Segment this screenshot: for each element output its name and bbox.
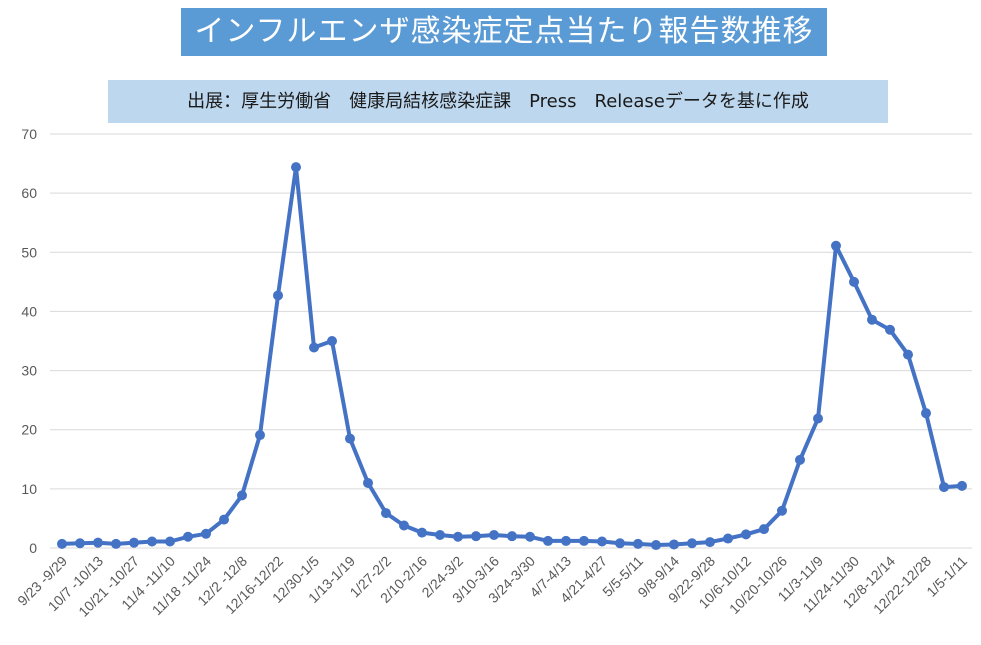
data-point xyxy=(813,413,823,424)
data-point xyxy=(309,342,319,353)
data-point xyxy=(687,538,697,549)
data-point xyxy=(759,524,769,535)
data-point xyxy=(417,527,427,538)
data-point xyxy=(561,535,571,546)
data-point xyxy=(705,537,715,548)
x-tick-label: 1/5-1/11 xyxy=(923,553,970,600)
data-point xyxy=(507,531,517,542)
data-point xyxy=(903,349,913,360)
data-point xyxy=(795,454,805,465)
data-point xyxy=(471,531,481,542)
y-tick-label: 70 xyxy=(21,126,37,142)
chart-title: インフルエンザ感染症定点当たり報告数推移 xyxy=(181,8,827,56)
series-line xyxy=(60,165,964,547)
data-point xyxy=(381,508,391,519)
data-point xyxy=(237,490,247,501)
data-point xyxy=(93,537,103,548)
data-point xyxy=(525,531,535,542)
y-tick-label: 0 xyxy=(29,540,37,556)
data-point xyxy=(75,538,85,549)
data-point xyxy=(327,336,337,346)
data-point xyxy=(57,538,67,549)
data-point xyxy=(273,290,283,301)
y-tick-label: 10 xyxy=(21,481,37,497)
data-point xyxy=(579,535,589,546)
y-tick-label: 40 xyxy=(21,303,37,319)
data-point xyxy=(885,324,895,335)
data-point xyxy=(957,480,967,491)
data-point xyxy=(345,433,355,444)
data-point xyxy=(201,528,211,539)
y-tick-label: 20 xyxy=(21,422,37,438)
data-point xyxy=(543,535,553,546)
data-point xyxy=(651,540,661,551)
source-note: 出展：厚生労働省 健康局結核感染症課 Press Releaseデータを基に作成 xyxy=(108,80,888,123)
data-point xyxy=(363,477,373,488)
data-point xyxy=(597,536,607,547)
data-point xyxy=(867,314,877,325)
data-point xyxy=(615,538,625,549)
data-point xyxy=(219,514,229,525)
data-point xyxy=(489,529,499,540)
data-point xyxy=(255,430,265,441)
data-point xyxy=(435,529,445,540)
data-point xyxy=(921,408,931,419)
data-point xyxy=(165,536,175,547)
data-point xyxy=(939,482,949,493)
data-point xyxy=(111,538,121,549)
data-point xyxy=(669,539,679,550)
y-tick-label: 50 xyxy=(21,244,37,260)
data-point xyxy=(147,536,157,547)
data-point xyxy=(291,162,301,173)
data-point xyxy=(183,531,193,542)
y-tick-label: 60 xyxy=(21,185,37,201)
data-point xyxy=(777,505,787,516)
data-point xyxy=(129,537,139,548)
data-point xyxy=(831,240,841,251)
y-tick-label: 30 xyxy=(21,363,37,379)
data-point xyxy=(453,531,463,542)
data-point xyxy=(849,276,859,287)
data-point xyxy=(399,520,409,531)
data-point xyxy=(741,529,751,540)
data-point xyxy=(723,533,733,544)
data-point xyxy=(633,538,643,549)
